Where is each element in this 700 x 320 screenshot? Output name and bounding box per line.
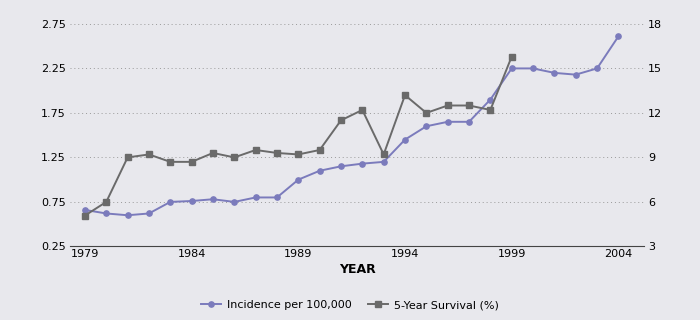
Incidence per 100,000 xyxy=(316,169,324,173)
5-Year Survival (%) xyxy=(401,93,410,97)
5-Year Survival (%) xyxy=(209,151,217,155)
X-axis label: YEAR: YEAR xyxy=(339,263,375,276)
Incidence per 100,000 xyxy=(123,213,132,217)
Legend: Incidence per 100,000, 5-Year Survival (%): Incidence per 100,000, 5-Year Survival (… xyxy=(197,295,503,315)
Incidence per 100,000 xyxy=(571,73,580,76)
5-Year Survival (%) xyxy=(145,153,153,156)
Incidence per 100,000 xyxy=(444,120,452,124)
Incidence per 100,000 xyxy=(508,67,516,70)
5-Year Survival (%) xyxy=(486,108,495,112)
Incidence per 100,000 xyxy=(145,212,153,215)
Incidence per 100,000 xyxy=(401,138,410,141)
5-Year Survival (%) xyxy=(358,108,367,112)
Incidence per 100,000 xyxy=(614,35,622,38)
5-Year Survival (%) xyxy=(80,214,89,218)
5-Year Survival (%) xyxy=(166,160,174,164)
Line: 5-Year Survival (%): 5-Year Survival (%) xyxy=(83,54,514,218)
Line: Incidence per 100,000: Incidence per 100,000 xyxy=(83,34,621,218)
5-Year Survival (%) xyxy=(273,151,281,155)
Incidence per 100,000 xyxy=(337,164,345,168)
5-Year Survival (%) xyxy=(294,153,302,156)
Incidence per 100,000 xyxy=(102,212,111,215)
Incidence per 100,000 xyxy=(422,124,430,128)
Incidence per 100,000 xyxy=(251,196,260,199)
Incidence per 100,000 xyxy=(550,71,559,75)
Incidence per 100,000 xyxy=(358,162,367,165)
Incidence per 100,000 xyxy=(209,197,217,201)
Incidence per 100,000 xyxy=(465,120,473,124)
5-Year Survival (%) xyxy=(188,160,196,164)
5-Year Survival (%) xyxy=(379,153,388,156)
Incidence per 100,000 xyxy=(528,67,537,70)
Incidence per 100,000 xyxy=(379,160,388,164)
5-Year Survival (%) xyxy=(123,156,132,159)
Incidence per 100,000 xyxy=(80,208,89,212)
5-Year Survival (%) xyxy=(465,104,473,108)
5-Year Survival (%) xyxy=(337,118,345,122)
Incidence per 100,000 xyxy=(166,200,174,204)
5-Year Survival (%) xyxy=(422,111,430,115)
5-Year Survival (%) xyxy=(444,104,452,108)
Incidence per 100,000 xyxy=(273,196,281,199)
Incidence per 100,000 xyxy=(593,67,601,70)
5-Year Survival (%) xyxy=(508,55,516,59)
Incidence per 100,000 xyxy=(486,98,495,101)
Incidence per 100,000 xyxy=(188,199,196,203)
Incidence per 100,000 xyxy=(294,178,302,181)
Incidence per 100,000 xyxy=(230,200,239,204)
5-Year Survival (%) xyxy=(251,148,260,152)
5-Year Survival (%) xyxy=(230,156,239,159)
5-Year Survival (%) xyxy=(316,148,324,152)
5-Year Survival (%) xyxy=(102,200,111,204)
